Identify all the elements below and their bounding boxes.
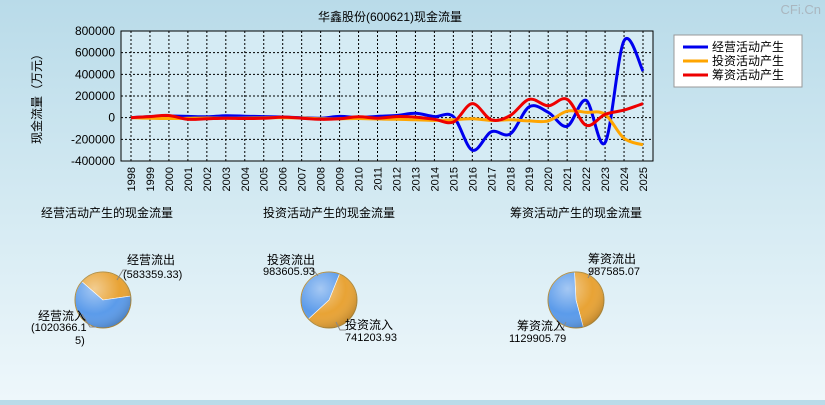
- x-tick-label: 1999: [145, 167, 157, 191]
- pie-financing-out-value: 987585.07: [588, 266, 640, 278]
- x-tick-label: 2005: [259, 167, 271, 191]
- pie-operating-shade: [75, 272, 131, 328]
- pie-operating-in-value-cont: 5): [75, 335, 85, 347]
- watermark: CFi.Cn: [781, 2, 821, 17]
- pie-investing-leader-out: [306, 267, 319, 277]
- y-tick-label: 200000: [75, 89, 115, 103]
- y-tick-label: 600000: [75, 46, 115, 60]
- x-tick-label: 2024: [619, 167, 631, 191]
- pie-financing-leader-out: [587, 267, 600, 279]
- x-tick-labels: 1998 1999 2000 2001 2002 2003 2004 2005 2006 2007…: [126, 167, 650, 191]
- pie-investing-shade: [301, 272, 357, 328]
- pie-financing-out-label: 筹资流出: [588, 252, 636, 266]
- x-tick-label: 1998: [126, 167, 138, 191]
- y-tick-label: 400000: [75, 67, 115, 81]
- pie-operating-out-label: 经营流出: [127, 253, 175, 267]
- pie-investing-leader-in: [335, 321, 346, 331]
- pie-investing-title: 投资活动产生的现金流量: [263, 205, 395, 220]
- legend-label-operating: 经营活动产生: [712, 40, 784, 54]
- legend: 经营活动产生 投资活动产生 筹资活动产生: [673, 34, 803, 88]
- x-tick-label: 2013: [410, 167, 422, 191]
- series-line-financing: [130, 97, 644, 128]
- x-tick-label: 2003: [221, 167, 233, 191]
- line-plot-area: 8000006000004000002000000-200000-400000 …: [71, 24, 654, 191]
- x-tick-label: 2012: [391, 167, 403, 191]
- legend-label-financing: 筹资活动产生: [712, 68, 784, 82]
- pie-financing-leader-in: [556, 321, 567, 331]
- grid-lines: [121, 30, 653, 162]
- pie-investing-in-label: 投资流入: [345, 317, 393, 332]
- x-tick-label: 2011: [373, 167, 385, 191]
- pie-investing: 投资活动产生的现金流量 投资流出 983605.93 投资流入 741203.9…: [263, 205, 397, 344]
- pie-investing-in-value: 741203.93: [345, 332, 397, 344]
- x-tick-label: 2018: [505, 167, 517, 191]
- x-tick-label: 2002: [202, 167, 214, 191]
- pie-financing-in-value: 1129905.79: [509, 333, 566, 345]
- series-lines: [130, 36, 645, 152]
- x-tick-label: 2021: [562, 167, 574, 191]
- pie-financing-in-label: 筹资流入: [517, 319, 565, 333]
- y-tick-label: -400000: [71, 154, 115, 168]
- pie-operating-leader-out: [116, 269, 127, 281]
- pie-financing-shade: [548, 272, 604, 328]
- x-tick-label: 2010: [354, 167, 366, 191]
- x-tick-label: 2020: [543, 167, 555, 191]
- x-tick-label: 2022: [581, 167, 593, 191]
- x-tick-label: 2009: [335, 167, 347, 191]
- x-tick-label: 2017: [486, 167, 498, 191]
- pie-operating: 经营活动产生的现金流量 经营流出 (583359.33) 经营流入 (10203…: [31, 205, 182, 347]
- x-tick-label: 2007: [297, 167, 309, 191]
- y-tick-label: 800000: [75, 24, 115, 38]
- x-tick-label: 2006: [278, 167, 290, 191]
- pie-investing-out-label: 投资流出: [267, 252, 315, 267]
- y-tick-label: -200000: [71, 132, 115, 146]
- x-tick-label: 2019: [524, 167, 536, 191]
- pie-operating-in-label: 经营流入: [38, 309, 86, 323]
- x-tick-label: 2016: [467, 167, 479, 191]
- pie-operating-leader-in: [81, 313, 96, 328]
- pie-financing: 筹资活动产生的现金流量 筹资流出 987585.07 筹资流入 1129905.…: [509, 205, 642, 345]
- x-tick-label: 2008: [316, 167, 328, 191]
- pie-operating-out-value: (583359.33): [123, 269, 182, 281]
- x-tick-label: 2015: [448, 167, 460, 191]
- x-tick-label: 2000: [164, 167, 176, 191]
- x-tick-label: 2014: [429, 167, 441, 191]
- pie-financing-title: 筹资活动产生的现金流量: [510, 205, 642, 220]
- x-tick-label: 2025: [638, 167, 650, 191]
- x-tick-label: 2023: [600, 167, 612, 191]
- chart-title: 华鑫股份(600621)现金流量: [318, 9, 462, 24]
- x-tick-label: 2004: [240, 167, 252, 191]
- pie-investing-out-value: 983605.93: [263, 266, 315, 278]
- legend-label-investing: 投资活动产生: [712, 53, 784, 68]
- pie-operating-in-value: (1020366.1: [31, 322, 87, 334]
- y-axis-label: 现金流量（万元）: [29, 48, 44, 144]
- x-tick-label: 2001: [183, 167, 195, 191]
- y-tick-label: 0: [108, 111, 115, 125]
- pie-operating-title: 经营活动产生的现金流量: [41, 205, 173, 220]
- y-tick-labels: 800000 600000 400000 200000 0 -200000 -400000: [71, 24, 115, 168]
